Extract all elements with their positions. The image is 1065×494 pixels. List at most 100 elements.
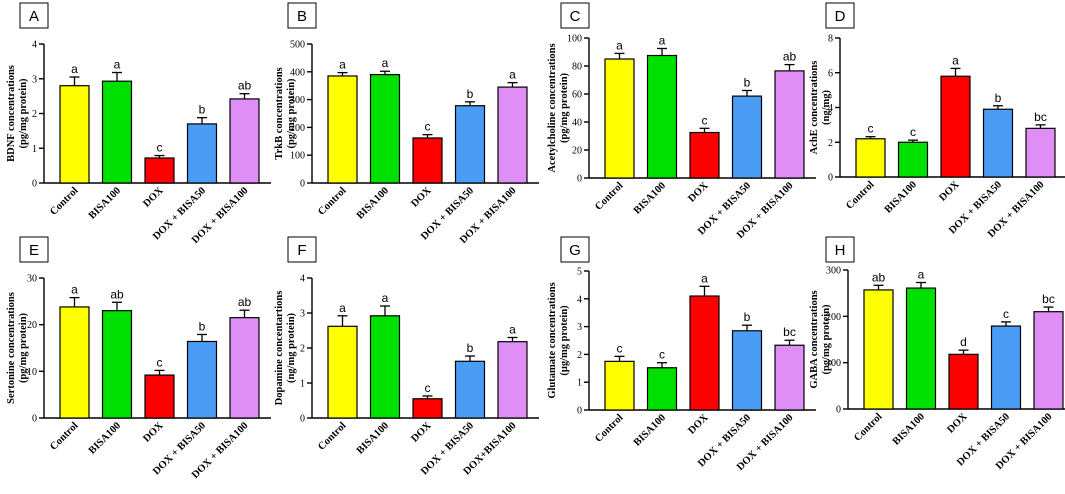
y-axis-label-line: (pg/mg protein) <box>18 78 29 149</box>
bar-3 <box>731 95 763 179</box>
significance-label: a <box>616 38 623 52</box>
panel-letter: B <box>297 8 307 25</box>
significance-label: c <box>910 125 916 139</box>
panel-label-e: E <box>19 236 49 263</box>
y-tick-label: 0 <box>828 173 833 184</box>
significance-label: a <box>509 323 516 337</box>
y-axis-label-line: AchE concentrations <box>809 61 820 155</box>
bar-4 <box>229 317 260 419</box>
significance-label: d <box>960 335 967 349</box>
y-tick-label: 3 <box>32 74 37 85</box>
y-tick-label: 4 <box>32 40 37 51</box>
bar-3 <box>731 330 763 411</box>
bar-1 <box>369 73 401 184</box>
bar-2 <box>940 75 971 178</box>
panel-label-box <box>19 2 49 29</box>
y-tick-label: 0 <box>32 414 37 425</box>
bar-0 <box>327 325 358 419</box>
significance-label: ab <box>238 295 252 309</box>
significance-label: b <box>467 341 474 355</box>
y-axis-label: Acetylcholine concentrations(pg/mg prote… <box>547 43 570 172</box>
y-tick-label: 0 <box>577 406 582 417</box>
significance-label: a <box>952 53 959 67</box>
bar-4 <box>774 70 805 179</box>
significance-label: c <box>1003 307 1009 321</box>
significance-label: b <box>467 87 474 101</box>
y-tick-label: 8 <box>828 34 833 45</box>
bar-1 <box>101 310 133 419</box>
significance-label: bc <box>1042 292 1055 306</box>
y-tick-label: 1 <box>300 379 305 390</box>
significance-label: c <box>659 348 665 362</box>
panel-label-box <box>825 236 855 263</box>
bar-2 <box>412 137 443 184</box>
panel-e: E Sertonine concentrations(pg/mg protein)… <box>6 236 271 481</box>
panel-letter: C <box>570 8 581 25</box>
y-tick-label: 2 <box>300 344 305 355</box>
y-axis-label-line: Glutamate concentrations <box>547 282 558 398</box>
panel-label-box <box>19 236 49 263</box>
y-tick-label: 20 <box>27 320 37 331</box>
y-tick-label: 4 <box>300 274 305 285</box>
bar-3 <box>186 340 218 419</box>
bar-4 <box>229 98 260 184</box>
panel-label-box <box>287 2 317 29</box>
y-tick-label: 40 <box>572 118 582 129</box>
y-tick-label: 1 <box>577 378 582 389</box>
y-axis-label: GABA concentrations(pg/mg protein) <box>809 290 832 388</box>
y-axis-label-line: (µg/mg protein) <box>559 305 570 376</box>
y-tick-label: 3 <box>577 322 582 333</box>
bar-1 <box>646 367 678 411</box>
bar-4 <box>497 341 528 419</box>
significance-label: b <box>744 310 751 324</box>
bar-1 <box>897 141 929 178</box>
y-tick-label: 3 <box>300 309 305 320</box>
significance-label: c <box>425 120 431 134</box>
bar-2 <box>689 295 720 411</box>
bar-0 <box>59 85 90 184</box>
significance-label: b <box>995 91 1002 105</box>
significance-label: b <box>744 76 751 90</box>
bar-2 <box>689 131 720 179</box>
bar-1 <box>369 315 401 419</box>
y-axis-label-line: GABA concentrations <box>809 290 820 388</box>
y-axis-label-line: Sertonine concentrations <box>6 292 17 404</box>
y-axis-label-line: (pg/mg protein) <box>286 78 297 149</box>
y-axis-label: BDNF concentrations(pg/mg protein) <box>6 65 29 162</box>
significance-label: a <box>382 291 389 305</box>
bar-1 <box>646 54 678 179</box>
panel-label-d: D <box>825 2 855 29</box>
bar-3 <box>454 360 486 419</box>
significance-label: ab <box>238 79 252 93</box>
bar-2 <box>144 157 175 184</box>
y-tick-label: 6 <box>828 68 833 79</box>
y-axis-label-line: BDNF concentrations <box>6 65 17 162</box>
bar-4 <box>1025 127 1056 178</box>
y-tick-label: 1 <box>32 144 37 155</box>
bar-4 <box>1033 311 1064 410</box>
y-axis-label-line: (pg/mg protein) <box>18 312 29 383</box>
significance-label: a <box>701 271 708 285</box>
y-tick-label: 10 <box>27 367 37 378</box>
bar-0 <box>59 306 90 419</box>
significance-label: a <box>71 283 78 297</box>
significance-label: a <box>71 62 78 76</box>
y-axis-label: Sertonine concentrations(pg/mg protein) <box>6 292 29 404</box>
significance-label: ab <box>872 270 886 284</box>
significance-label: ab <box>110 287 124 301</box>
y-axis-label: AchE concentrations(ng/mg) <box>809 61 832 155</box>
y-axis-label: Glutamate concentrations(µg/mg protein) <box>547 282 570 398</box>
significance-label: a <box>339 301 346 315</box>
panel-letter: A <box>29 8 39 25</box>
y-tick-label: 2 <box>828 138 833 149</box>
y-axis-label-line: (ng/mg) <box>821 90 832 126</box>
y-tick-label: 2 <box>32 109 37 120</box>
bar-0 <box>604 360 635 411</box>
bar-0 <box>604 58 635 179</box>
bar-0 <box>855 138 886 178</box>
y-tick-label: 100 <box>290 151 305 162</box>
y-tick-label: 0 <box>300 179 305 190</box>
bar-4 <box>774 344 805 411</box>
significance-label: a <box>509 68 516 82</box>
y-tick-label: 200 <box>826 312 841 323</box>
